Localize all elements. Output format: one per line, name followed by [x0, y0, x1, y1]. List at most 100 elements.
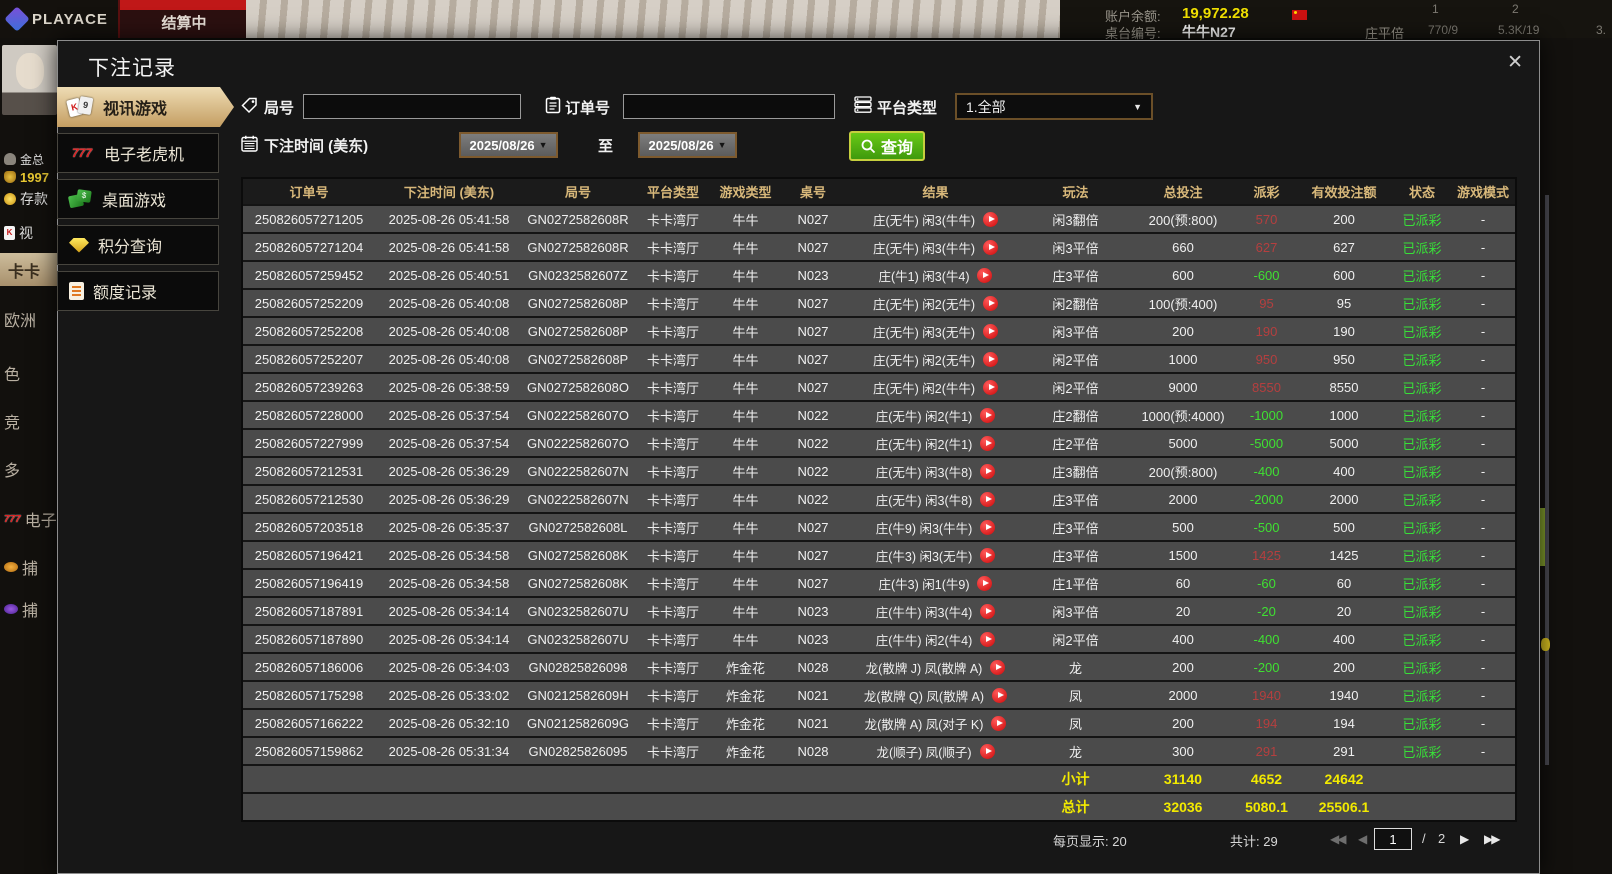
replay-play-icon[interactable]	[980, 547, 996, 563]
date-from-picker[interactable]: 2025/08/26 ▼	[459, 132, 558, 158]
cell-table-number: N027	[797, 295, 829, 311]
cell-round-number: GN0232582607Z	[528, 267, 628, 283]
table-row: 250826057271205 2025-08-26 05:41:58 GN02…	[243, 206, 1515, 232]
cell-payout: -1000	[1249, 407, 1284, 423]
cell-payout: -60	[1257, 575, 1276, 591]
cell-total-bet: 1000(预:4000)	[1141, 408, 1225, 424]
cell-platform: 卡卡湾厅	[646, 436, 699, 452]
cell-payout: -600	[1253, 267, 1280, 283]
replay-play-icon[interactable]	[980, 491, 996, 507]
sidebar-item-jing[interactable]: 竞	[4, 415, 21, 432]
date-to-picker[interactable]: 2025/08/26 ▼	[638, 132, 737, 158]
cell-game-type: 牛牛	[732, 296, 759, 312]
sidebar-item-se[interactable]: 色	[4, 367, 21, 384]
table-row: 250826057196419 2025-08-26 05:34:58 GN02…	[243, 570, 1515, 596]
scrollbar[interactable]	[1545, 195, 1549, 765]
sidebar-item-fishing-2[interactable]: 捕	[0, 598, 57, 620]
replay-play-icon[interactable]	[980, 603, 996, 619]
tab-points-query[interactable]: 积分查询	[57, 225, 219, 265]
cell-bet-time: 2025-08-26 05:40:08	[388, 323, 510, 339]
first-page-icon[interactable]: ◀◀	[1330, 832, 1347, 846]
table-row: 250826057166222 2025-08-26 05:32:10 GN02…	[243, 710, 1515, 736]
cell-total-bet: 400	[1172, 631, 1194, 647]
cell-result: 庄(牛3) 闲3(无牛)	[848, 546, 1023, 565]
cell-bet-time: 2025-08-26 05:32:10	[388, 715, 510, 731]
replay-play-icon[interactable]	[983, 295, 999, 311]
cell-game-mode: -	[1480, 267, 1486, 283]
table-row: 250826057271204 2025-08-26 05:41:58 GN02…	[243, 234, 1515, 260]
cell-total-bet: 500	[1172, 519, 1194, 535]
cell-game-mode: -	[1480, 211, 1486, 227]
platform-type-select[interactable]: 1.全部 ▼	[955, 93, 1153, 120]
purple-fish-icon	[4, 604, 18, 614]
tab-quota-records[interactable]: 额度记录	[57, 271, 219, 311]
sidebar-item-video[interactable]: K 视	[0, 222, 57, 244]
cell-result: 庄(牛3) 闲1(牛9)	[848, 574, 1023, 593]
replay-play-icon[interactable]	[983, 239, 999, 255]
replay-play-icon[interactable]	[983, 211, 999, 227]
order-number-input[interactable]	[623, 94, 835, 119]
last-page-icon[interactable]: ▶▶	[1484, 832, 1501, 846]
replay-play-icon[interactable]	[980, 463, 996, 479]
cell-table-number: N023	[797, 603, 829, 619]
next-page-icon[interactable]: ▶	[1460, 832, 1470, 846]
cell-result: 庄(牛牛) 闲2(牛4)	[848, 630, 1023, 649]
replay-play-icon[interactable]	[992, 687, 1008, 703]
cell-status: 已派彩	[1402, 744, 1442, 760]
cell-play-method: 闲3平倍	[1052, 240, 1099, 256]
replay-play-icon[interactable]	[979, 743, 995, 759]
close-icon[interactable]: ✕	[1507, 52, 1523, 73]
replay-play-icon[interactable]	[991, 715, 1007, 731]
cell-payout: -200	[1253, 659, 1280, 675]
replay-play-icon[interactable]	[980, 631, 996, 647]
replay-play-icon[interactable]	[983, 323, 999, 339]
cell-platform: 卡卡湾厅	[646, 324, 699, 340]
cell-status: 已派彩	[1402, 296, 1442, 312]
sidebar-item-deposit[interactable]: 存款	[0, 188, 57, 210]
cell-play-method: 庄3平倍	[1052, 548, 1099, 564]
sidebar-item-europe[interactable]: 欧洲	[4, 313, 37, 330]
cell-total-bet: 1000	[1168, 351, 1198, 367]
replay-play-icon[interactable]	[983, 379, 999, 395]
cell-game-mode: -	[1480, 743, 1486, 759]
cell-payout: -400	[1253, 631, 1280, 647]
tab-video-games[interactable]: 视讯游戏	[57, 87, 234, 127]
cell-valid-bet: 200	[1333, 211, 1355, 227]
replay-play-icon[interactable]	[990, 659, 1006, 675]
goldfish-icon	[4, 562, 18, 572]
tab-table-games[interactable]: 桌面游戏	[57, 179, 219, 219]
sidebar-item-kaka-active[interactable]: 卡卡	[0, 253, 57, 286]
prev-page-icon[interactable]: ◀	[1358, 832, 1368, 846]
cell-total-bet: 660	[1172, 239, 1194, 255]
subtotal-bet: 31140	[1163, 771, 1203, 787]
cell-result: 龙(散牌 Q) 凤(散牌 A)	[848, 686, 1023, 705]
replay-play-icon[interactable]	[980, 435, 996, 451]
cell-platform: 卡卡湾厅	[646, 352, 699, 368]
replay-play-icon[interactable]	[980, 519, 996, 535]
round-number-input[interactable]	[303, 94, 521, 119]
replay-play-icon[interactable]	[980, 407, 996, 423]
replay-play-icon[interactable]	[977, 267, 993, 283]
search-button[interactable]: 查询	[849, 131, 926, 161]
cell-order-number: 250826057159862	[254, 743, 364, 759]
sidebar-item-duo[interactable]: 多	[4, 463, 21, 480]
tab-slot-machines[interactable]: 电子老虎机	[57, 133, 219, 173]
person-icon	[4, 153, 16, 165]
page-number-input[interactable]: 1	[1374, 828, 1412, 850]
sidebar-item-slots[interactable]: 777 电子	[4, 513, 57, 530]
playing-cards-icon	[66, 96, 94, 118]
cell-game-mode: -	[1480, 659, 1486, 675]
cell-table-number: N027	[797, 351, 829, 367]
cell-platform: 卡卡湾厅	[646, 240, 699, 256]
subtotal-valid: 24642	[1324, 771, 1364, 787]
cell-round-number: GN0272582608K	[527, 575, 629, 591]
replay-play-icon[interactable]	[977, 575, 993, 591]
cell-result: 庄(牛9) 闲3(牛牛)	[848, 518, 1023, 537]
cell-result: 庄(无牛) 闲2(牛1)	[848, 434, 1023, 453]
sidebar-item-agent[interactable]: 金总	[0, 148, 57, 170]
cell-bet-time: 2025-08-26 05:35:37	[388, 519, 510, 535]
replay-play-icon[interactable]	[983, 351, 999, 367]
sidebar-item-fishing-1[interactable]: 捕	[0, 556, 57, 578]
cell-total-bet: 200	[1172, 659, 1194, 675]
modal-title: 下注记录	[88, 57, 176, 80]
